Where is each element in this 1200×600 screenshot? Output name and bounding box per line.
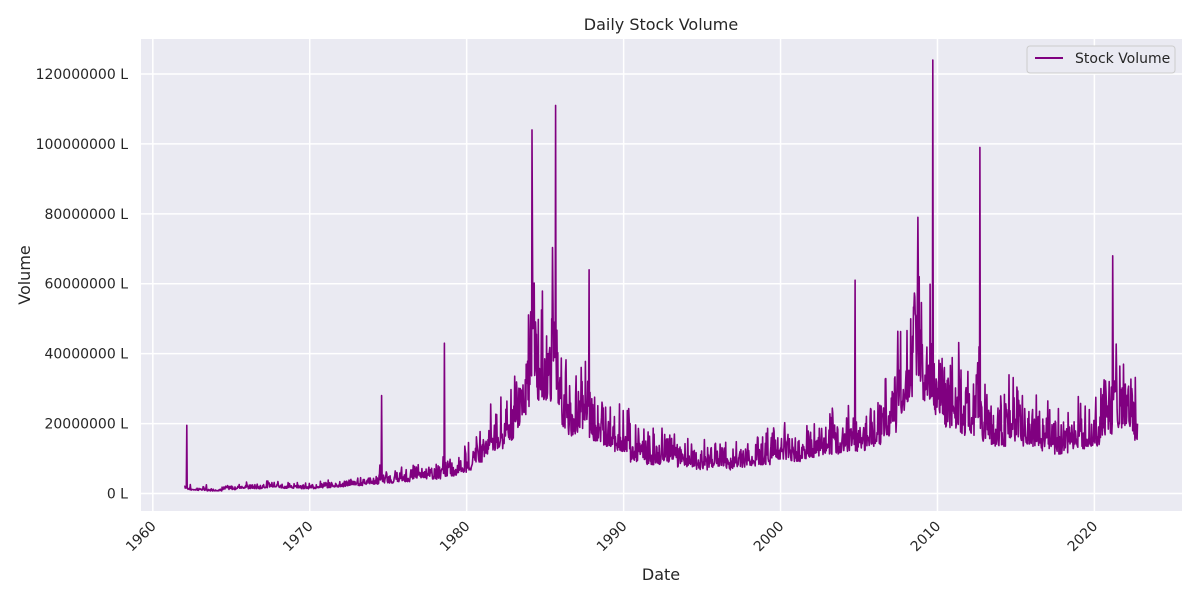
x-tick-label: 1980: [437, 519, 474, 556]
x-tick-label: 1960: [123, 519, 160, 556]
y-tick-label: 20000000 L: [44, 417, 128, 433]
y-tick-label: 120000000 L: [36, 67, 129, 83]
x-tick-label: 2000: [751, 519, 788, 556]
y-tick-label: 0 L: [107, 487, 128, 503]
x-tick-labels: 1960 1970 1980 1990 2000 2010 2020: [123, 519, 1101, 556]
y-tick-label: 80000000 L: [44, 207, 128, 223]
x-axis-label: Date: [642, 565, 680, 584]
y-tick-label: 40000000 L: [44, 347, 128, 363]
series-line-stock-volume: [184, 59, 1139, 492]
y-tick-label: 100000000 L: [36, 137, 129, 153]
x-tick-label: 2020: [1065, 519, 1102, 556]
series-layer: [184, 59, 1139, 492]
legend-label: Stock Volume: [1075, 51, 1170, 67]
x-tick-label: 2010: [908, 519, 945, 556]
y-tick-labels: 0 L 20000000 L 40000000 L 60000000 L 8000000…: [36, 67, 129, 503]
x-tick-label: 1990: [594, 519, 631, 556]
grid-lines: [141, 39, 1182, 511]
chart-title: Daily Stock Volume: [584, 15, 738, 34]
legend: Stock Volume: [1026, 45, 1176, 74]
legend-box: [1026, 45, 1176, 74]
y-tick-label: 60000000 L: [44, 277, 128, 293]
y-axis-label: Volume: [15, 245, 34, 305]
x-tick-label: 1970: [280, 519, 317, 556]
